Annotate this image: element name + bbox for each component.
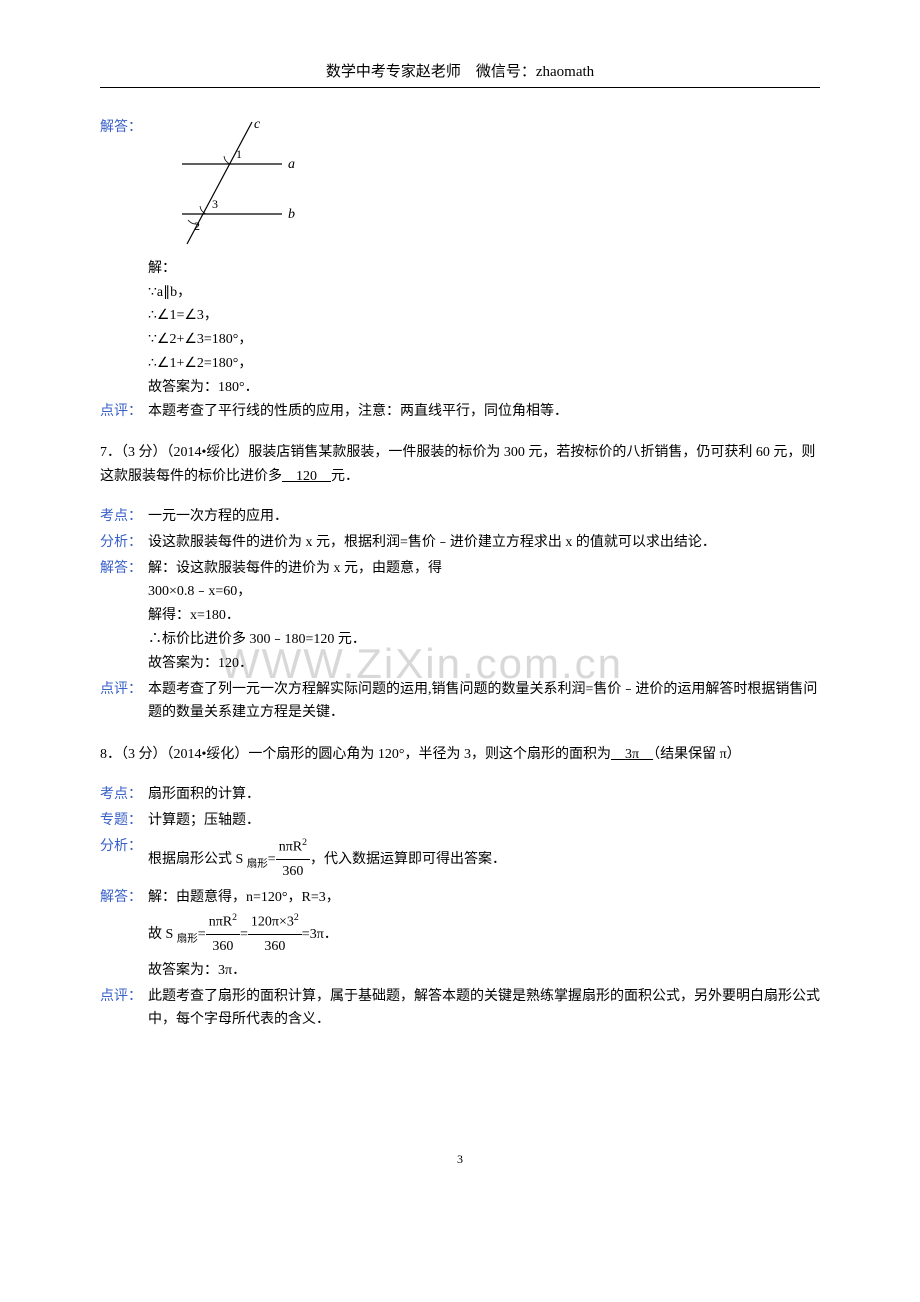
line: ∵a∥b，: [148, 281, 820, 305]
text: =: [268, 851, 276, 866]
line: 故答案为：120．: [148, 652, 820, 676]
text: 一元一次方程的应用．: [148, 505, 820, 529]
label-zhuanti: 专题：: [100, 809, 148, 833]
label-jieda: 解答：: [100, 116, 148, 140]
q8-dianping: 点评： 此题考查了扇形的面积计算，属于基础题，解答本题的关键是熟练掌握扇形的面积…: [100, 985, 820, 1033]
numerator: 120π×3: [251, 914, 294, 929]
label-a: a: [288, 157, 295, 172]
numerator: nπR: [209, 914, 232, 929]
text: 计算题；压轴题．: [148, 809, 820, 833]
text: 8．（3 分）（2014•绥化）一个扇形的圆心角为 120°，半径为 3，则这个…: [100, 747, 611, 762]
line: ∴标价比进价多 300﹣180=120 元．: [148, 628, 820, 652]
fraction: nπR2360: [206, 910, 240, 959]
denominator: 360: [276, 860, 310, 884]
denominator: 360: [248, 935, 302, 959]
q6-jieda: 解答： c a b 1 3 2: [100, 116, 820, 255]
line: ∴∠1=∠3，: [148, 304, 820, 328]
q7-dianping: 点评： 本题考查了列一元一次方程解实际问题的运用,销售问题的数量关系利润=售价﹣…: [100, 678, 820, 726]
page-number: 3: [100, 1152, 820, 1167]
text: ，代入数据运算即可得出答案．: [310, 851, 506, 866]
text: 设这款服装每件的进价为 x 元，根据利润=售价﹣进价建立方程求出 x 的值就可以…: [148, 531, 820, 555]
line: 故 S 扇形=nπR2360=120π×32360=3π．: [148, 910, 820, 959]
q7-fenxi: 分析： 设这款服装每件的进价为 x 元，根据利润=售价﹣进价建立方程求出 x 的…: [100, 531, 820, 555]
angle-1: 1: [236, 147, 242, 161]
line: 解：设这款服装每件的进价为 x 元，由题意，得: [148, 557, 820, 581]
fraction: nπR2360: [276, 835, 310, 884]
q8-kaodian: 考点： 扇形面积的计算．: [100, 783, 820, 807]
text: 根据扇形公式 S: [148, 851, 247, 866]
q8-stem: 8．（3 分）（2014•绥化）一个扇形的圆心角为 120°，半径为 3，则这个…: [100, 743, 820, 767]
q6-dianping: 点评： 本题考查了平行线的性质的应用，注意：两直线平行，同位角相等．: [100, 400, 820, 424]
line: 解得：x=180．: [148, 604, 820, 628]
text: 本题考查了列一元一次方程解实际问题的运用,销售问题的数量关系利润=售价﹣进价的运…: [148, 678, 820, 726]
parallel-lines-diagram: c a b 1 3 2: [152, 116, 312, 255]
q8-zhuanti: 专题： 计算题；压轴题．: [100, 809, 820, 833]
sub: 扇形: [247, 858, 268, 869]
label-fenxi: 分析：: [100, 835, 148, 859]
answer-blank: 120: [282, 469, 331, 484]
q7-jieda: 解答： 解：设这款服装每件的进价为 x 元，由题意，得 300×0.8﹣x=60…: [100, 557, 820, 676]
line: 故答案为：180°．: [148, 376, 820, 400]
angle-3: 3: [212, 197, 218, 211]
label-kaodian: 考点：: [100, 783, 148, 807]
text: 本题考查了平行线的性质的应用，注意：两直线平行，同位角相等．: [148, 400, 820, 424]
text: 7．（3 分）（2014•绥化）服装店销售某款服装，一件服装的标价为 300 元…: [100, 445, 815, 484]
label-jieda: 解答：: [100, 557, 148, 581]
text: =: [198, 926, 206, 941]
line: 故答案为：3π．: [148, 959, 820, 983]
label-dianping: 点评：: [100, 400, 148, 424]
line: 解：由题意得，n=120°，R=3，: [148, 886, 820, 910]
label-dianping: 点评：: [100, 678, 148, 702]
line: 解：: [148, 257, 820, 281]
text: 故 S: [148, 926, 177, 941]
denominator: 360: [206, 935, 240, 959]
q7-stem: 7．（3 分）（2014•绥化）服装店销售某款服装，一件服装的标价为 300 元…: [100, 441, 820, 489]
label-dianping: 点评：: [100, 985, 148, 1009]
text: 根据扇形公式 S 扇形=nπR2360，代入数据运算即可得出答案．: [148, 835, 820, 884]
label-kaodian: 考点：: [100, 505, 148, 529]
label-b: b: [288, 207, 295, 222]
page-header: 数学中考专家赵老师 微信号：zhaomath: [100, 60, 820, 88]
q7-kaodian: 考点： 一元一次方程的应用．: [100, 505, 820, 529]
line: ∴∠1+∠2=180°，: [148, 352, 820, 376]
q7-jieda-lines: 解：设这款服装每件的进价为 x 元，由题意，得 300×0.8﹣x=60， 解得…: [148, 557, 820, 676]
q6-jieda-lines: 解： ∵a∥b， ∴∠1=∠3， ∵∠2+∠3=180°， ∴∠1+∠2=180…: [100, 257, 820, 400]
text: 扇形面积的计算．: [148, 783, 820, 807]
q8-fenxi: 分析： 根据扇形公式 S 扇形=nπR2360，代入数据运算即可得出答案．: [100, 835, 820, 884]
label-fenxi: 分析：: [100, 531, 148, 555]
text: =3π．: [302, 926, 338, 941]
q8-jieda-lines: 解：由题意得，n=120°，R=3， 故 S 扇形=nπR2360=120π×3…: [148, 886, 820, 983]
label-c: c: [254, 117, 261, 132]
fraction: 120π×32360: [248, 910, 302, 959]
label-jieda: 解答：: [100, 886, 148, 910]
text: （结果保留 π）: [653, 747, 741, 762]
q8-jieda: 解答： 解：由题意得，n=120°，R=3， 故 S 扇形=nπR2360=12…: [100, 886, 820, 983]
numerator: nπR: [279, 839, 302, 854]
sub: 扇形: [177, 933, 198, 944]
line: 300×0.8﹣x=60，: [148, 580, 820, 604]
answer-blank: 3π: [611, 747, 653, 762]
text: 此题考查了扇形的面积计算，属于基础题，解答本题的关键是熟练掌握扇形的面积公式，另…: [148, 985, 820, 1033]
angle-2: 2: [194, 219, 200, 233]
text: 元．: [331, 469, 359, 484]
line: ∵∠2+∠3=180°，: [148, 328, 820, 352]
content-body: 解答： c a b 1 3 2 解： ∵: [100, 116, 820, 1032]
